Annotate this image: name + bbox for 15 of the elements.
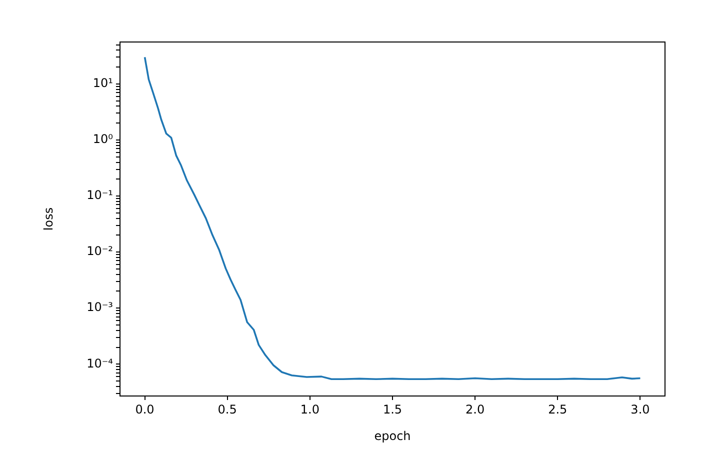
x-tick-label: 3.0	[630, 402, 650, 416]
y-axis-title: loss	[41, 207, 56, 231]
x-tick-label: 2.5	[548, 402, 568, 416]
y-tick-label: 10⁻¹	[86, 188, 114, 202]
y-tick-label: 10⁻⁴	[86, 356, 114, 370]
x-axis-title: epoch	[374, 428, 411, 443]
y-tick-label: 10⁻²	[86, 244, 114, 258]
x-tick-label: 1.5	[382, 402, 402, 416]
x-tick-label: 0.0	[135, 402, 154, 416]
x-tick-label: 2.0	[466, 402, 485, 416]
y-tick-label: 10⁰	[92, 132, 114, 146]
y-tick-label: 10⁻³	[86, 300, 114, 314]
x-tick-label: 1.0	[300, 402, 320, 416]
x-tick-label: 0.5	[218, 402, 237, 416]
y-tick-label: 10¹	[92, 76, 114, 90]
